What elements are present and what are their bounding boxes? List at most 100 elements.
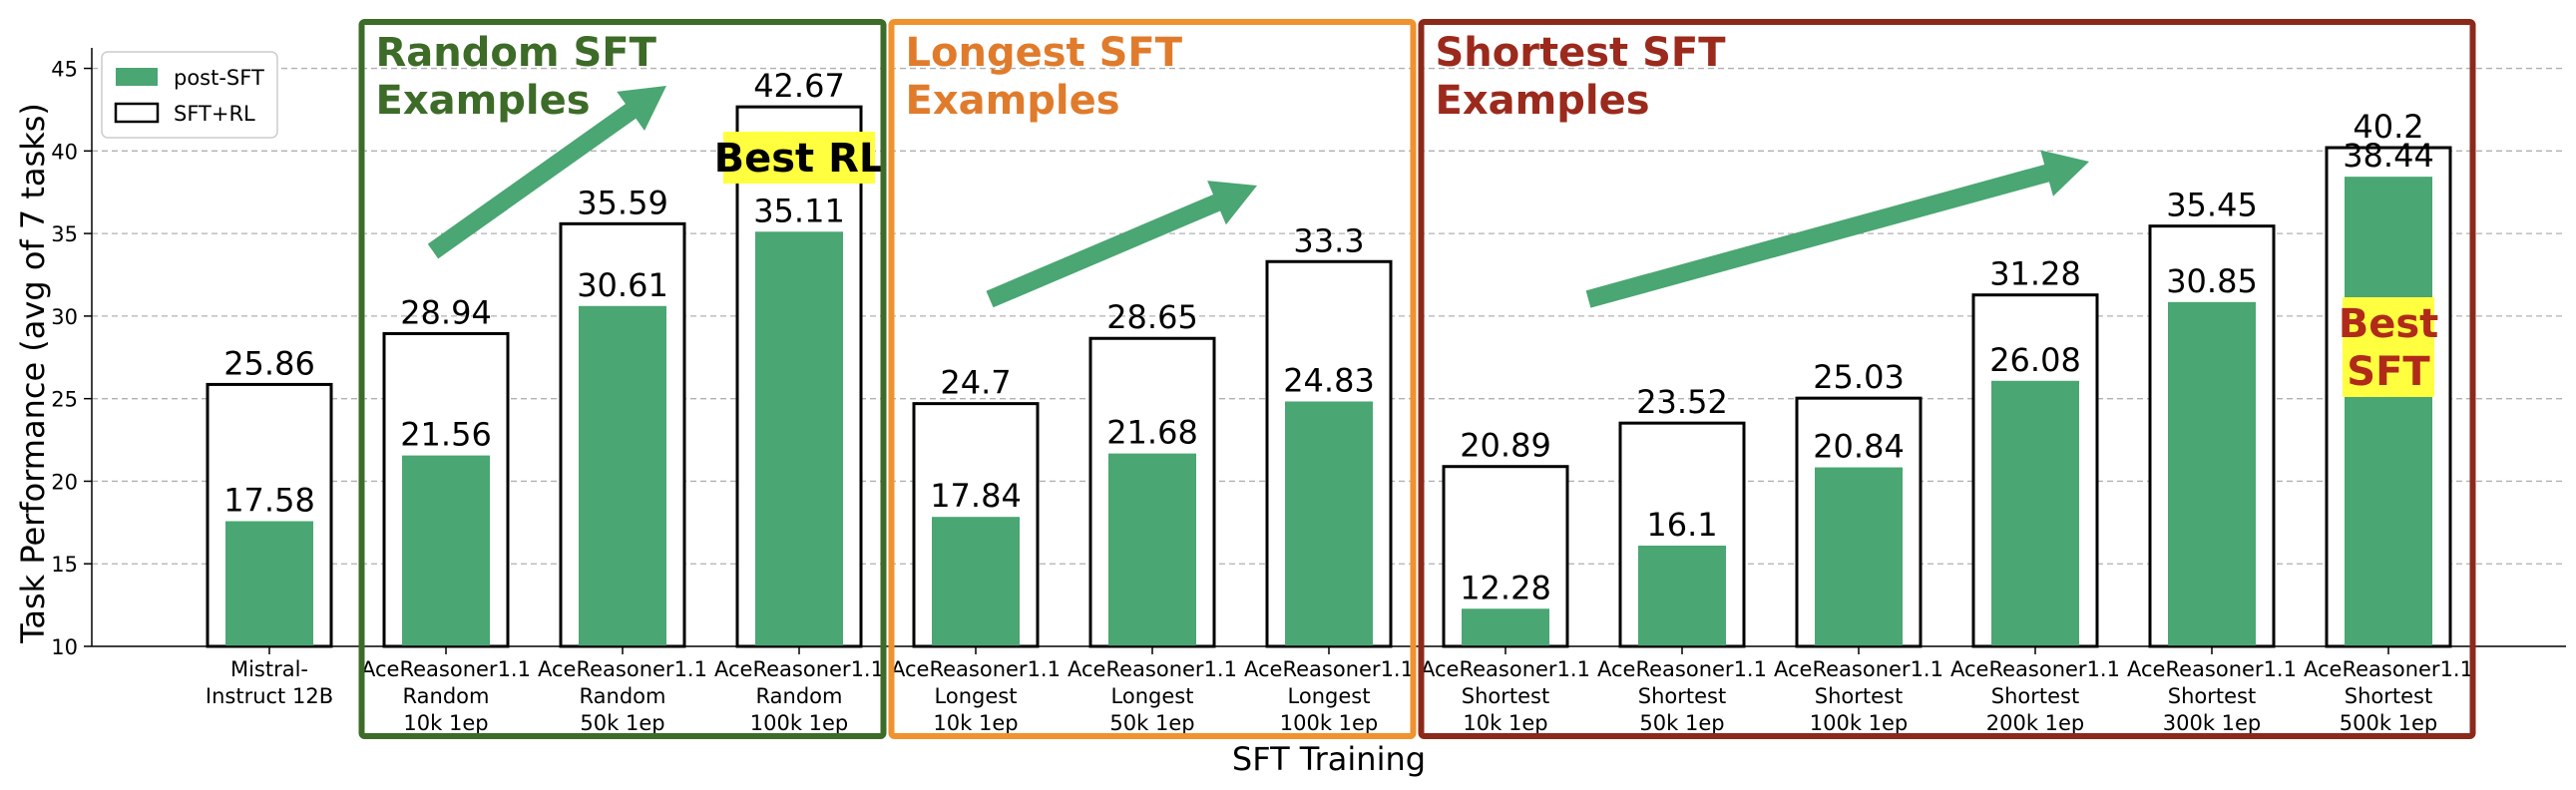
group-title-line: Shortest SFT xyxy=(1436,30,1727,76)
x-tick-label-10: AceReasoner1.1 Shortest 200k 1ep xyxy=(1950,657,2120,735)
x-tick-label-line: AceReasoner1.1 xyxy=(1068,657,1237,681)
x-tick-label-line: AceReasoner1.1 xyxy=(1421,657,1590,681)
group-box-0 xyxy=(358,19,887,739)
data-label-sft-rl-9: 25.03 xyxy=(1813,358,1905,396)
bar-post-sft-1 xyxy=(402,455,490,646)
bar-post-sft-2 xyxy=(579,305,666,646)
trend-arrow-longest xyxy=(986,181,1257,308)
data-label-sft-rl-11: 35.45 xyxy=(2166,187,2258,224)
x-tick-label-line: Shortest xyxy=(1638,684,1726,708)
data-label-post-sft-2: 30.61 xyxy=(577,266,668,304)
data-label-post-sft-1: 21.56 xyxy=(400,416,492,454)
best-sft-callout-line: SFT xyxy=(2347,349,2430,395)
y-tick-label-20: 20 xyxy=(51,470,78,494)
x-tick-label-line: AceReasoner1.1 xyxy=(2127,657,2297,681)
x-tick-label-9: AceReasoner1.1 Shortest 100k 1ep xyxy=(1774,657,1943,735)
y-tick-label-10: 10 xyxy=(51,635,78,659)
bar-post-sft-6 xyxy=(1285,401,1373,646)
bars xyxy=(206,105,2452,648)
x-tick-label-line: Shortest xyxy=(1991,684,2079,708)
bar-post-sft-3 xyxy=(755,231,843,647)
group-title-line: Examples xyxy=(376,78,591,124)
legend-swatch-post-sft xyxy=(116,68,158,86)
legend-swatch-sft-rl xyxy=(114,102,160,124)
trend-arrow-random xyxy=(427,86,666,259)
y-tick-label-25: 25 xyxy=(51,388,78,412)
x-tick-label-line: Random xyxy=(580,684,666,708)
bar-post-sft-7 xyxy=(1462,608,1549,646)
x-tick-label-line: AceReasoner1.1 xyxy=(714,657,884,681)
data-label-sft-rl-5: 28.65 xyxy=(1106,298,1198,336)
legend-label-sft-rl: SFT+RL xyxy=(174,102,255,126)
x-tick-label-1: AceReasoner1.1 Random 10k 1ep xyxy=(361,657,531,735)
x-axis-label: SFT Training xyxy=(1232,740,1426,778)
x-tick-label-line: Shortest xyxy=(2345,684,2432,708)
x-tick-label-line: Instruct 12B xyxy=(206,684,333,708)
data-label-sft-rl-6: 33.3 xyxy=(1293,221,1364,259)
x-tick-label-line: Shortest xyxy=(1462,684,1549,708)
x-tick-label-line: Random xyxy=(756,684,843,708)
x-tick-label-line: 10k 1ep xyxy=(933,711,1018,735)
group-title-line: Examples xyxy=(1436,78,1650,124)
group-box-1 xyxy=(888,19,1417,739)
x-tick-label-line: Shortest xyxy=(2168,684,2256,708)
x-tick-label-line: 100k 1ep xyxy=(1280,711,1379,735)
group-title-line: Longest SFT xyxy=(906,30,1183,76)
x-tick-label-7: AceReasoner1.1 Shortest 10k 1ep xyxy=(1421,657,1590,735)
group-title-0: Random SFT Examples xyxy=(376,30,657,124)
best-sft-highlight xyxy=(2343,297,2434,397)
x-tick-label-line: AceReasoner1.1 xyxy=(891,657,1061,681)
best-sft-callout: Best SFT xyxy=(2339,301,2439,395)
best-sft-callout-line: Best xyxy=(2339,301,2439,347)
bar-post-sft-11 xyxy=(2168,301,2256,646)
axes: 10 15 20 25 30 35 40 45 Mistral- Instruct 12B AceR… xyxy=(51,48,2566,735)
data-label-sft-rl-12: 40.2 xyxy=(2353,108,2423,146)
data-label-post-sft-5: 21.68 xyxy=(1106,414,1198,452)
group-title-2: Shortest SFT Examples xyxy=(1436,30,1727,124)
x-tick-label-5: AceReasoner1.1 Longest 50k 1ep xyxy=(1068,657,1237,735)
x-tick-label-line: 500k 1ep xyxy=(2340,711,2438,735)
x-tick-label-line: Longest xyxy=(1111,684,1194,708)
x-tick-label-line: 50k 1ep xyxy=(1109,711,1194,735)
data-label-sft-rl-1: 28.94 xyxy=(400,293,492,331)
x-tick-label-line: AceReasoner1.1 xyxy=(1950,657,2120,681)
x-tick-label-2: AceReasoner1.1 Random 50k 1ep xyxy=(538,657,707,735)
bar-post-sft-5 xyxy=(1108,453,1196,646)
x-tick-label-11: AceReasoner1.1 Shortest 300k 1ep xyxy=(2127,657,2297,735)
data-label-post-sft-6: 24.83 xyxy=(1283,361,1375,399)
best-rl-callout: Best RL xyxy=(714,136,885,182)
x-tick-label-line: 10k 1ep xyxy=(1463,711,1547,735)
y-tick-label-35: 35 xyxy=(51,222,78,246)
y-tick-label-30: 30 xyxy=(51,305,78,329)
data-label-sft-rl-8: 23.52 xyxy=(1636,383,1728,421)
y-axis-label: Task Performance (avg of 7 tasks) xyxy=(14,103,52,644)
x-tick-label-12: AceReasoner1.1 Shortest 500k 1ep xyxy=(2304,657,2473,735)
data-label-post-sft-8: 16.1 xyxy=(1646,506,1717,544)
x-tick-label-line: Longest xyxy=(1288,684,1371,708)
trend-arrow-shortest xyxy=(1585,150,2089,308)
x-tick-label-line: AceReasoner1.1 xyxy=(1244,657,1414,681)
legend-label-post-sft: post-SFT xyxy=(174,66,264,90)
data-label-post-sft-3: 35.11 xyxy=(753,192,845,229)
data-label-post-sft-10: 26.08 xyxy=(1989,341,2081,379)
x-tick-label-line: AceReasoner1.1 xyxy=(538,657,707,681)
x-tick-label-line: AceReasoner1.1 xyxy=(1597,657,1767,681)
x-tick-label-line: 50k 1ep xyxy=(1639,711,1724,735)
group-title-line: Examples xyxy=(906,78,1120,124)
bar-post-sft-8 xyxy=(1638,546,1726,646)
x-tick-label-line: Random xyxy=(403,684,490,708)
x-tick-label-4: AceReasoner1.1 Longest 10k 1ep xyxy=(891,657,1061,735)
data-label-sft-rl-3: 42.67 xyxy=(753,67,845,105)
data-label-sft-rl-0: 25.86 xyxy=(223,344,315,382)
x-tick-label-8: AceReasoner1.1 Shortest 50k 1ep xyxy=(1597,657,1767,735)
y-tick-label-40: 40 xyxy=(51,140,78,164)
trend-arrows xyxy=(427,86,2089,308)
x-tick-label-line: 50k 1ep xyxy=(580,711,664,735)
data-label-post-sft-0: 17.58 xyxy=(223,482,315,520)
data-label-post-sft-7: 12.28 xyxy=(1460,569,1551,606)
data-label-sft-rl-2: 35.59 xyxy=(577,184,668,221)
data-labels: 25.86 17.58 28.94 21.56 35.59 30.61 42.67 35.11… xyxy=(223,67,2438,606)
x-tick-label-line: 10k 1ep xyxy=(403,711,488,735)
